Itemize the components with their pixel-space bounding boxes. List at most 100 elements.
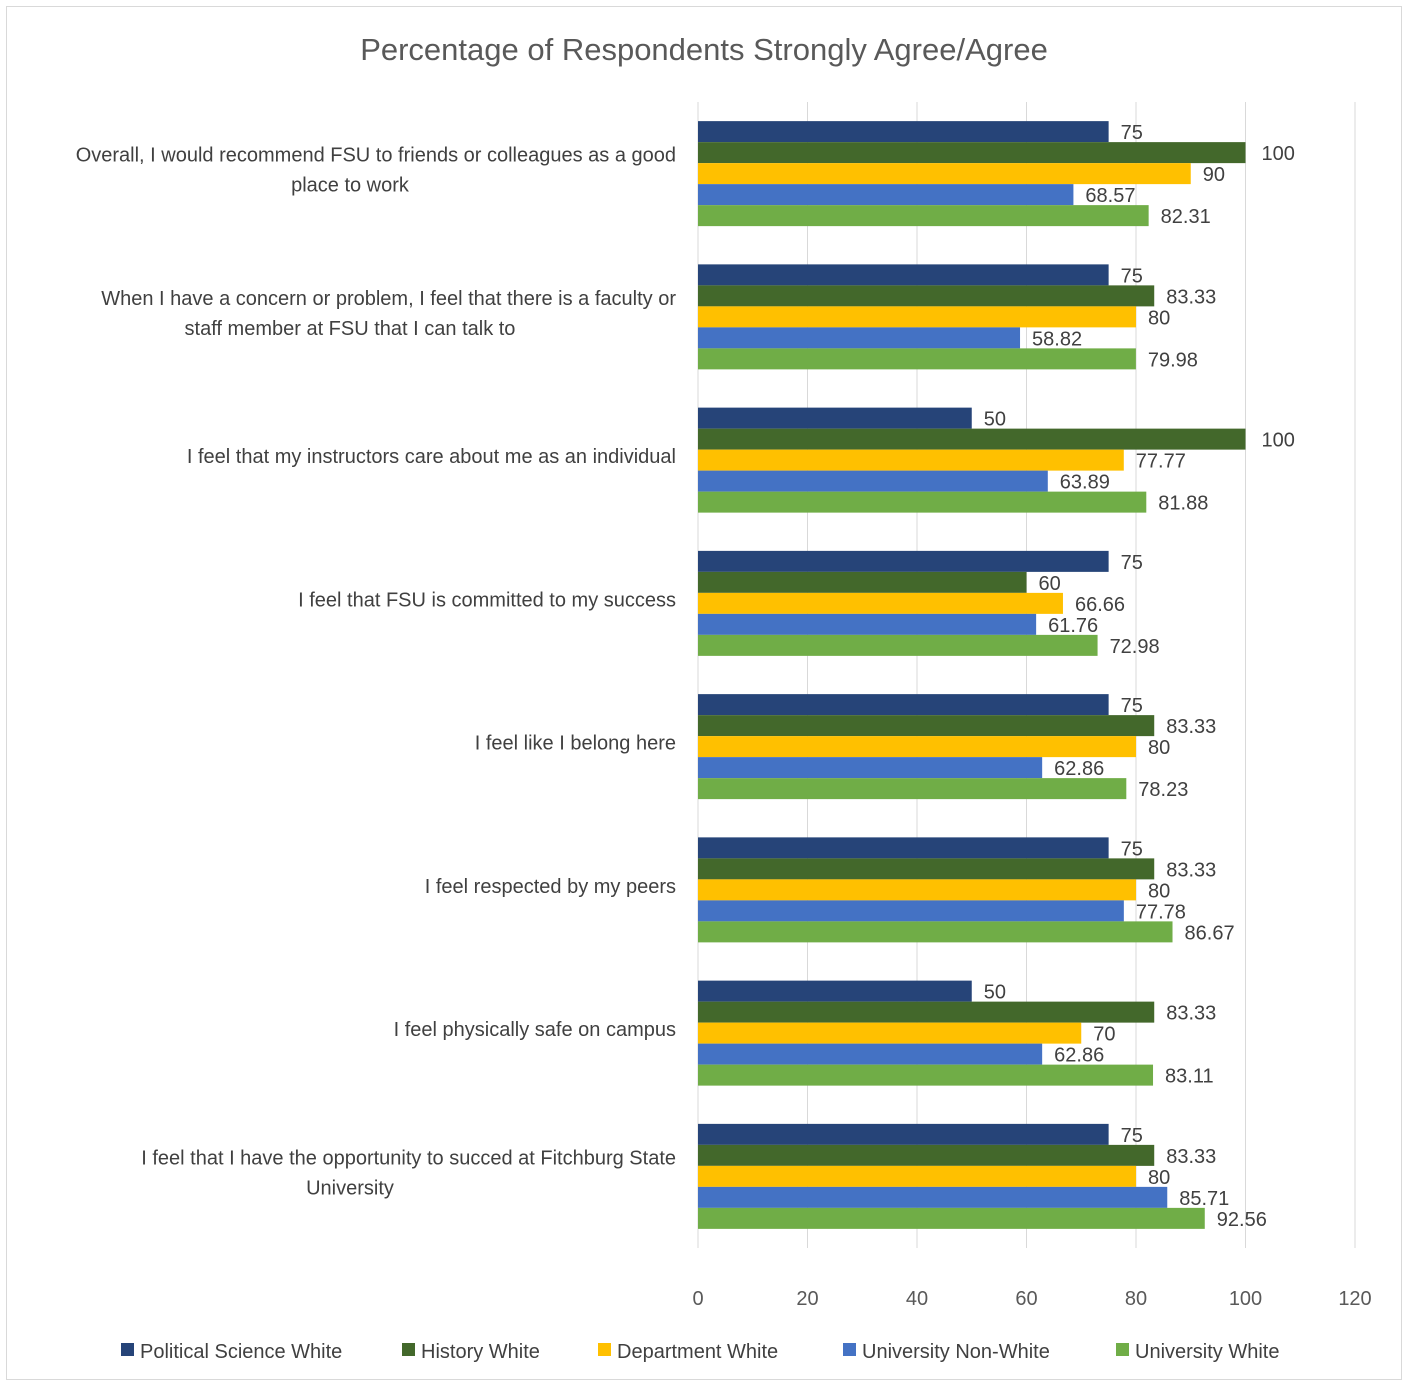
legend-label: University Non-White <box>862 1341 1050 1363</box>
category-label: I feel physically safe on campus <box>394 1019 676 1041</box>
legend: Political Science White History White Depa… <box>121 1341 1279 1363</box>
bar <box>698 550 1109 572</box>
bar <box>698 900 1124 922</box>
data-label: 75 <box>1121 265 1143 287</box>
bar <box>698 571 1027 593</box>
bar <box>698 449 1124 471</box>
legend-swatch <box>1116 1343 1129 1356</box>
bar <box>698 1022 1082 1044</box>
data-label: 79.98 <box>1148 349 1198 371</box>
data-label: 78.23 <box>1138 779 1188 801</box>
bar <box>698 980 972 1002</box>
bar <box>698 184 1074 206</box>
bar <box>698 837 1109 859</box>
bar <box>698 327 1021 349</box>
x-axis-ticks: 0 20 40 60 80 100 120 <box>692 1288 1371 1310</box>
data-label: 83.11 <box>1165 1066 1214 1088</box>
bar <box>698 1123 1109 1145</box>
data-label: 100 <box>1262 430 1295 452</box>
data-label: 77.78 <box>1136 901 1186 923</box>
data-label: 77.77 <box>1136 451 1186 473</box>
bar <box>698 163 1191 185</box>
category-label: When I have a concern or problem, I feel… <box>101 288 676 310</box>
data-label: 80 <box>1148 737 1170 759</box>
category-labels: Overall, I would recommend FSU to friend… <box>76 145 677 1200</box>
data-labels: 751009068.5782.317583.338058.8279.985010… <box>984 122 1295 1231</box>
data-label: 83.33 <box>1166 859 1216 881</box>
data-label: 75 <box>1121 122 1143 144</box>
bar <box>698 306 1136 328</box>
x-tick-label: 120 <box>1338 1288 1371 1310</box>
x-tick-label: 100 <box>1229 1288 1262 1310</box>
data-label: 83.33 <box>1166 716 1216 738</box>
bar <box>698 142 1246 164</box>
data-label: 100 <box>1262 143 1295 165</box>
data-label: 80 <box>1148 880 1170 902</box>
data-label: 80 <box>1148 307 1170 329</box>
bar <box>698 858 1155 880</box>
bar <box>698 1186 1168 1208</box>
data-label: 62.86 <box>1054 1045 1104 1067</box>
data-label: 81.88 <box>1158 493 1208 515</box>
category-label: staff member at FSU that I can talk to <box>185 318 516 340</box>
category-label: I feel like I belong here <box>475 733 676 755</box>
legend-label: Department White <box>617 1341 778 1363</box>
bar <box>698 921 1173 943</box>
bar <box>698 1001 1155 1023</box>
legend-label: Political Science White <box>140 1341 342 1363</box>
data-label: 75 <box>1121 552 1143 574</box>
bar <box>698 757 1043 779</box>
bar <box>698 205 1149 227</box>
category-label: I feel that my instructors care about me… <box>187 446 676 468</box>
chart-title: Percentage of Respondents Strongly Agree… <box>360 32 1048 67</box>
category-label: I feel that I have the opportunity to su… <box>141 1147 676 1169</box>
data-label: 75 <box>1121 695 1143 717</box>
category-label: Overall, I would recommend FSU to friend… <box>76 145 676 167</box>
data-label: 92.56 <box>1217 1209 1267 1231</box>
data-label: 75 <box>1121 838 1143 860</box>
bar <box>698 1144 1155 1166</box>
bar <box>698 634 1098 656</box>
data-label: 50 <box>984 409 1006 431</box>
bar <box>698 694 1109 716</box>
data-label: 66.66 <box>1075 594 1125 616</box>
bar <box>698 407 972 429</box>
data-label: 90 <box>1203 164 1225 186</box>
legend-swatch <box>598 1343 611 1356</box>
data-label: 58.82 <box>1032 328 1082 350</box>
data-label: 86.67 <box>1185 922 1235 944</box>
bar <box>698 121 1109 143</box>
data-label: 82.31 <box>1161 206 1211 228</box>
data-label: 85.71 <box>1179 1188 1229 1210</box>
bar <box>698 348 1136 370</box>
bar <box>698 715 1155 737</box>
x-tick-label: 40 <box>906 1288 928 1310</box>
category-label: I feel respected by my peers <box>425 876 676 898</box>
bar <box>698 736 1136 758</box>
data-label: 61.76 <box>1048 615 1098 637</box>
legend-label: History White <box>421 1341 540 1363</box>
data-label: 80 <box>1148 1167 1170 1189</box>
data-label: 83.33 <box>1166 286 1216 308</box>
data-label: 62.86 <box>1054 758 1104 780</box>
bar <box>698 1043 1043 1065</box>
legend-label: University White <box>1135 1341 1279 1363</box>
data-label: 75 <box>1121 1125 1143 1147</box>
bar <box>698 1064 1154 1086</box>
bar <box>698 1165 1136 1187</box>
bar <box>698 491 1147 513</box>
bar <box>698 1207 1205 1229</box>
legend-swatch <box>121 1343 134 1356</box>
category-label: I feel that FSU is committed to my succe… <box>298 589 676 611</box>
bars <box>698 121 1246 1229</box>
bar <box>698 592 1063 614</box>
legend-swatch <box>402 1343 415 1356</box>
data-label: 72.98 <box>1110 636 1160 658</box>
category-label: place to work <box>291 175 410 197</box>
bar <box>698 428 1246 450</box>
x-tick-label: 80 <box>1125 1288 1147 1310</box>
category-label: University <box>306 1177 394 1199</box>
data-label: 68.57 <box>1085 185 1135 207</box>
data-label: 60 <box>1039 573 1061 595</box>
